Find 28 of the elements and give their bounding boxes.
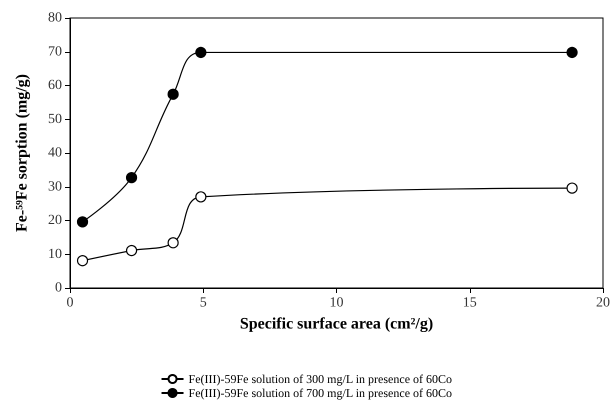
y-tick-label: 50 xyxy=(48,112,62,127)
y-tick-label: 0 xyxy=(55,280,62,296)
point xyxy=(566,46,578,58)
point xyxy=(566,182,578,194)
point xyxy=(76,255,88,266)
y-tick-label: 30 xyxy=(48,179,62,194)
x-tick-label: 15 xyxy=(462,296,477,310)
point xyxy=(126,244,138,256)
y-tick-label: 60 xyxy=(48,78,62,93)
x-axis-title: Specific surface area (cm²/g) xyxy=(240,316,434,332)
point xyxy=(76,216,88,228)
y-tick-label: 70 xyxy=(48,44,62,60)
point xyxy=(168,237,179,248)
point xyxy=(168,88,179,100)
point xyxy=(126,172,138,184)
x-tick-label: 10 xyxy=(330,296,344,310)
x-tick-label: 20 xyxy=(596,296,610,310)
point xyxy=(195,191,206,202)
point xyxy=(195,46,206,58)
y-tick-label: 80 xyxy=(48,10,62,26)
legend-label: Fe(III)-59Fe solution of 300 mg/L in presence of 60Co xyxy=(188,372,452,386)
y-tick-label: 20 xyxy=(48,213,62,228)
legend-label: Fe(III)-59Fe solution of 700 mg/L in presence of 60Co xyxy=(188,386,452,400)
y-tick-label: 40 xyxy=(48,146,62,160)
x-tick-label: 0 xyxy=(66,296,74,310)
x-tick-label: 5 xyxy=(200,296,207,310)
y-axis-title: Fe-⁵⁹Fe sorption (mg/g) xyxy=(14,74,30,232)
y-tick-label: 10 xyxy=(48,246,62,262)
